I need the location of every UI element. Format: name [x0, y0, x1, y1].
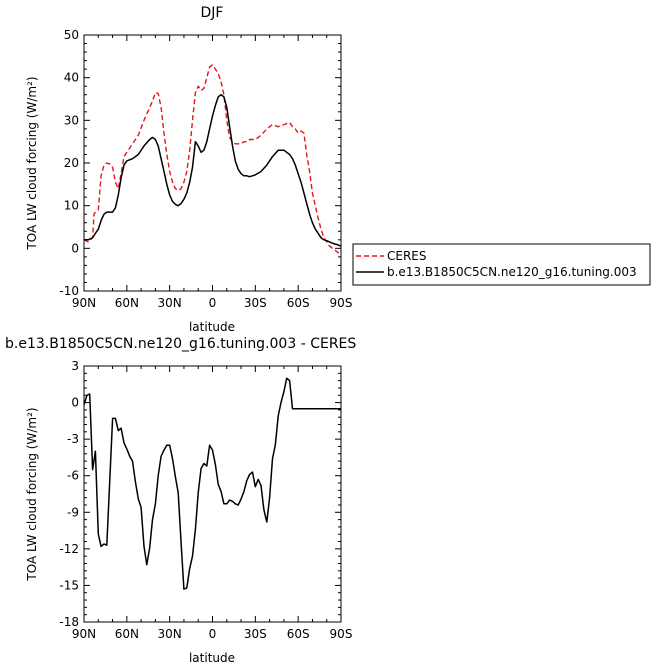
y-tick-label: -10 — [59, 284, 79, 298]
y-tick-label: 40 — [64, 71, 79, 85]
bottom-y-axis-title: TOA LW cloud forcing (W/m²) — [25, 407, 39, 581]
x-tick-label: 30N — [158, 296, 182, 310]
x-tick-label: 90S — [330, 627, 353, 641]
y-tick-label: -15 — [59, 578, 79, 592]
bottom-y-axis: -18 -15 -12 -9 -6 -3 0 3 — [59, 359, 341, 629]
y-tick-label: 50 — [64, 28, 79, 42]
y-tick-label: 20 — [64, 156, 79, 170]
y-tick-label: -12 — [59, 542, 79, 556]
top-y-axis-title: TOA LW cloud forcing (W/m²) — [25, 76, 39, 250]
x-tick-label: 60S — [287, 296, 310, 310]
x-tick-label: 60N — [115, 627, 139, 641]
top-y-axis: -10 0 10 20 30 40 50 — [59, 28, 341, 298]
y-tick-label: 10 — [64, 199, 79, 213]
bottom-panel: b.e13.B1850C5CN.ne120_g16.tuning.003 - C… — [5, 336, 356, 665]
series-line-difference — [83, 377, 341, 590]
legend: CERES b.e13.B1850C5CN.ne120_g16.tuning.0… — [352, 243, 651, 286]
x-tick-label: 30S — [244, 627, 267, 641]
y-tick-label: 0 — [71, 396, 79, 410]
x-tick-label: 60S — [287, 627, 310, 641]
x-tick-label: 0 — [209, 627, 217, 641]
bottom-plot-frame — [83, 365, 342, 623]
top-chart-title: DJF — [201, 5, 224, 21]
bottom-chart-title: b.e13.B1850C5CN.ne120_g16.tuning.003 - C… — [5, 336, 356, 352]
x-tick-label: 60N — [115, 296, 139, 310]
bottom-x-axis-title: latitude — [189, 651, 235, 665]
y-tick-label: -6 — [67, 469, 79, 483]
legend-label-model: b.e13.B1850C5CN.ne120_g16.tuning.003 — [387, 265, 637, 279]
y-tick-label: 30 — [64, 113, 79, 127]
y-tick-label: 3 — [71, 359, 79, 373]
legend-box — [352, 243, 651, 286]
y-tick-label: -18 — [59, 615, 79, 629]
legend-label-ceres: CERES — [387, 249, 427, 263]
x-tick-label: 0 — [209, 296, 217, 310]
x-tick-label: 90N — [72, 296, 96, 310]
top-x-axis-title: latitude — [189, 320, 235, 334]
series-line-model — [84, 93, 342, 247]
y-tick-label: -9 — [67, 505, 79, 519]
y-tick-label: 0 — [71, 241, 79, 255]
x-tick-label: 30N — [158, 627, 182, 641]
y-tick-label: -3 — [67, 432, 79, 446]
x-tick-label: 90N — [72, 627, 96, 641]
top-x-axis: 90N 60N 30N 0 30S 60S 90S — [72, 35, 353, 310]
bottom-series-group — [83, 377, 341, 590]
series-line-ceres — [83, 64, 341, 254]
x-tick-label: 30S — [244, 296, 267, 310]
x-tick-label: 90S — [330, 296, 353, 310]
bottom-x-axis: 90N 60N 30N 0 30S 60S 90S — [72, 366, 353, 641]
top-panel: DJF -10 0 10 20 30 40 50 90N 60N 30N 0 30S 60S 90S l… — [25, 5, 352, 334]
top-series-group — [83, 64, 342, 254]
